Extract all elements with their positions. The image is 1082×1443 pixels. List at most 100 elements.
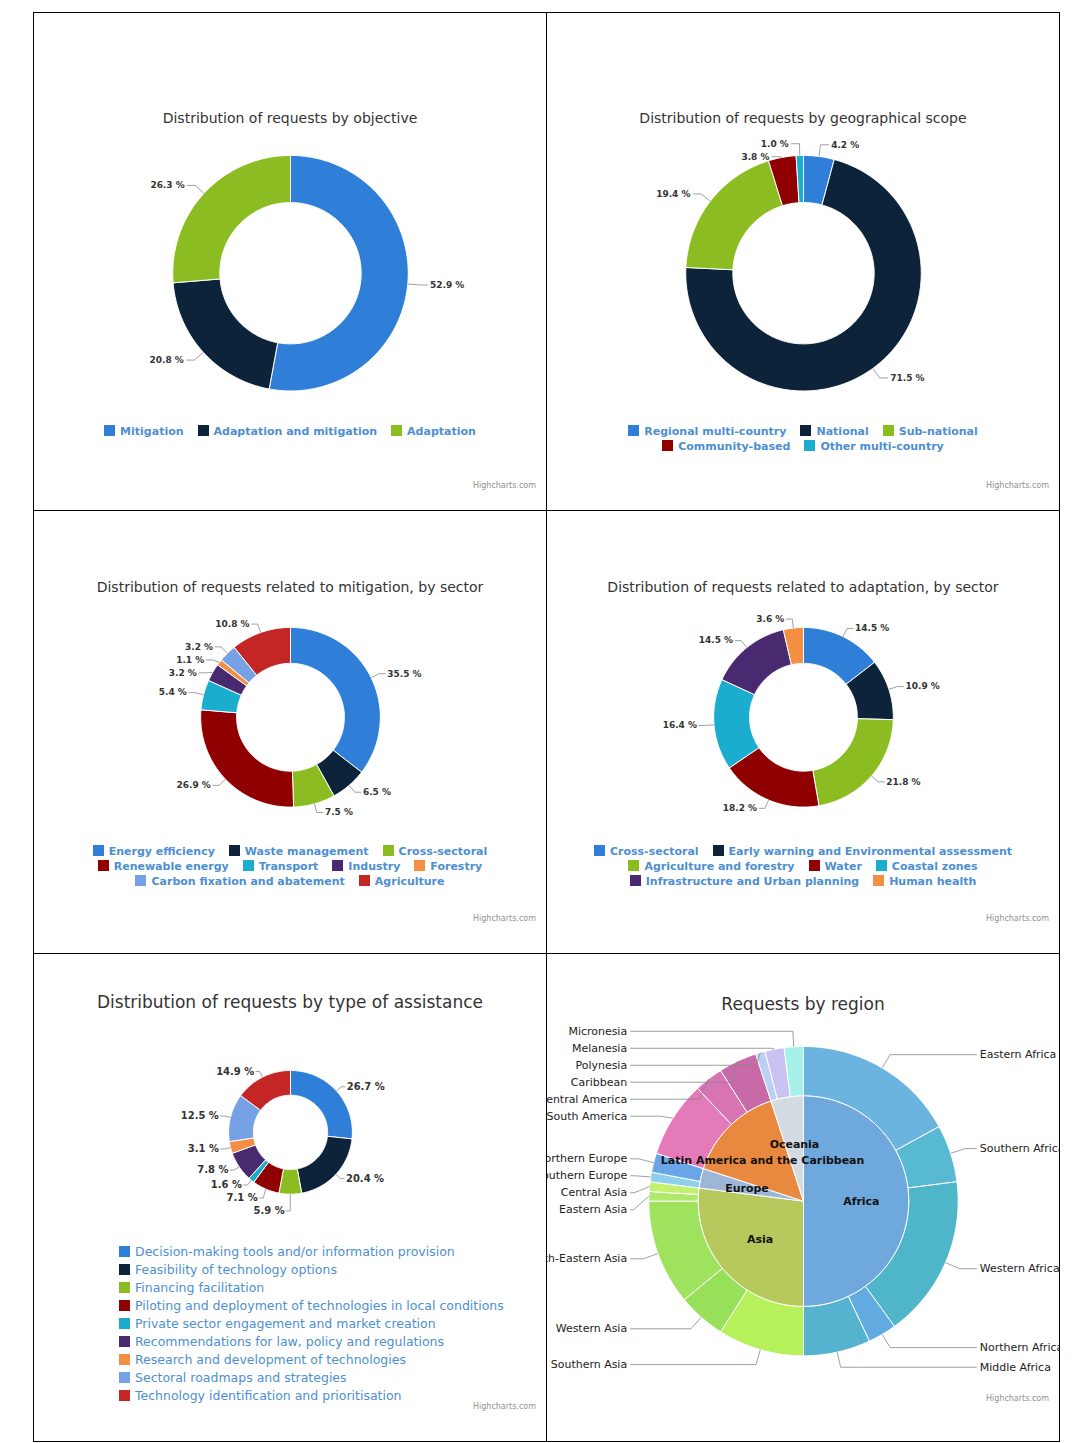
- html-text:Feasibility of technology opti: Feasibility of technology options: [135, 1261, 337, 1277]
- html-text:Highcharts.com: Highcharts.com: [473, 1402, 536, 1411]
- html-text:Decision-making tools and/or i: Decision-making tools and/or information…: [135, 1243, 455, 1259]
- svg-text:Europe: Europe: [725, 1182, 769, 1195]
- svg-text:16.4 %: 16.4 %: [663, 720, 697, 730]
- html-text:Sub-national: Sub-national: [898, 425, 978, 439]
- svg-text:10.8 %: 10.8 %: [215, 619, 249, 629]
- html-text:Waste management: Waste management: [244, 844, 369, 858]
- html-text:Highcharts.com: Highcharts.com: [986, 481, 1049, 490]
- svg-text:Asia: Asia: [747, 1233, 773, 1246]
- html-text:Adaptation: Adaptation: [407, 425, 476, 439]
- svg-text:Southern Europe: Southern Europe: [547, 1169, 627, 1182]
- html-text:Transport: Transport: [258, 859, 319, 873]
- svg-text:12.5 %: 12.5 %: [181, 1110, 219, 1121]
- html-text:Mitigation: Mitigation: [120, 425, 184, 439]
- html-text:Sectoral roadmaps and strategi: Sectoral roadmaps and strategies: [135, 1369, 347, 1385]
- svg-text:20.8 %: 20.8 %: [150, 355, 184, 365]
- html-text:Carbon fixation and abatement: Carbon fixation and abatement: [151, 874, 345, 888]
- svg-text:14.5 %: 14.5 %: [855, 623, 889, 633]
- html-text:Cross-sectoral: Cross-sectoral: [609, 844, 699, 858]
- svg-text:Eastern Africa: Eastern Africa: [980, 1048, 1056, 1061]
- html-text:Community-based: Community-based: [678, 440, 791, 454]
- html-text:Highcharts.com: Highcharts.com: [473, 481, 536, 490]
- html-text:Other multi-country: Other multi-country: [820, 440, 944, 454]
- svg-text:3.1 %: 3.1 %: [188, 1143, 219, 1154]
- svg-text:Eastern Asia: Eastern Asia: [559, 1203, 627, 1216]
- svg-text:19.4 %: 19.4 %: [656, 189, 690, 199]
- html-text:Agriculture: Agriculture: [374, 874, 445, 888]
- svg-text:26.7 %: 26.7 %: [347, 1081, 385, 1092]
- svg-text:7.5 %: 7.5 %: [325, 807, 353, 817]
- svg-text:Western Africa: Western Africa: [980, 1262, 1060, 1275]
- html-text:Distribution of requests relat: Distribution of requests related to adap…: [607, 579, 999, 595]
- html-text:Private sector engagement and: Private sector engagement and market cre…: [135, 1315, 436, 1331]
- html-text:Water: Water: [824, 859, 862, 873]
- svg-text:5.4 %: 5.4 %: [159, 687, 187, 697]
- html-text:Financing facilitation: Financing facilitation: [135, 1279, 265, 1295]
- html-text:Recommendations for law, polic: Recommendations for law, policy and regu…: [135, 1333, 445, 1349]
- html-text:Industry: Industry: [348, 859, 401, 873]
- html-text:Highcharts.com: Highcharts.com: [986, 914, 1049, 923]
- svg-text:Middle Africa: Middle Africa: [980, 1361, 1051, 1374]
- svg-text:21.8 %: 21.8 %: [886, 777, 920, 787]
- svg-text:Micronesia: Micronesia: [568, 1025, 627, 1038]
- svg-text:Melanesia: Melanesia: [572, 1042, 627, 1055]
- svg-text:South America: South America: [547, 1110, 627, 1123]
- html-text:Adaptation and mitigation: Adaptation and mitigation: [213, 425, 378, 439]
- svg-text:26.3 %: 26.3 %: [150, 180, 184, 190]
- html-text:Distribution of requests by ty: Distribution of requests by type of assi…: [97, 992, 483, 1012]
- html-text:Distribution of requests by ob: Distribution of requests by objective: [162, 110, 418, 126]
- svg-text:Central Asia: Central Asia: [561, 1186, 627, 1199]
- html-text:Regional multi-country: Regional multi-country: [644, 425, 787, 439]
- svg-text:18.2 %: 18.2 %: [723, 803, 757, 813]
- svg-text:5.9 %: 5.9 %: [254, 1205, 285, 1216]
- svg-text:3.8 %: 3.8 %: [741, 152, 769, 162]
- svg-text:Southern Africa: Southern Africa: [980, 1142, 1060, 1155]
- svg-text:1.0 %: 1.0 %: [761, 139, 789, 149]
- svg-text:71.5 %: 71.5 %: [890, 373, 924, 383]
- html-text:Forestry: Forestry: [430, 859, 483, 873]
- svg-text:Central America: Central America: [547, 1093, 627, 1106]
- html-text:Agriculture and forestry: Agriculture and forestry: [644, 859, 795, 873]
- html-text:Renewable energy: Renewable energy: [113, 859, 229, 873]
- html-text:Piloting and deployment of tec: Piloting and deployment of technologies …: [135, 1297, 504, 1313]
- svg-text:1.1 %: 1.1 %: [176, 655, 204, 665]
- svg-text:Caribbean: Caribbean: [571, 1076, 627, 1089]
- svg-text:3.2 %: 3.2 %: [169, 668, 197, 678]
- svg-text:Southern Asia: Southern Asia: [551, 1358, 627, 1371]
- svg-text:1.6 %: 1.6 %: [211, 1179, 242, 1190]
- svg-text:Northern Africa: Northern Africa: [980, 1341, 1060, 1354]
- svg-text:Western Asia: Western Asia: [556, 1322, 627, 1335]
- html-text:Highcharts.com: Highcharts.com: [473, 914, 536, 923]
- svg-text:6.5 %: 6.5 %: [363, 787, 391, 797]
- html-text:Distribution of requests by ge: Distribution of requests by geographical…: [639, 110, 967, 126]
- svg-text:Oceania: Oceania: [770, 1138, 820, 1151]
- svg-text:14.9 %: 14.9 %: [216, 1066, 254, 1077]
- html-text:Distribution of requests relat: Distribution of requests related to miti…: [96, 579, 484, 595]
- svg-text:3.2 %: 3.2 %: [185, 642, 213, 652]
- svg-text:14.5 %: 14.5 %: [699, 635, 733, 645]
- svg-text:20.4 %: 20.4 %: [346, 1173, 384, 1184]
- svg-text:4.2 %: 4.2 %: [831, 140, 859, 150]
- html-text:Infrastructure and Urban plann: Infrastructure and Urban planning: [645, 874, 860, 888]
- html-text:Human health: Human health: [889, 874, 977, 888]
- svg-text:Northern Europe: Northern Europe: [547, 1152, 627, 1165]
- svg-text:35.5 %: 35.5 %: [387, 669, 421, 679]
- svg-text:7.8 %: 7.8 %: [197, 1164, 228, 1175]
- html-text:Early warning and Environmenta: Early warning and Environmental assessme…: [728, 844, 1013, 858]
- html-text:Requests by region: Requests by region: [721, 994, 885, 1014]
- html-text:Technology identification and: Technology identification and prioritisa…: [135, 1387, 402, 1403]
- html-text:Research and development of te: Research and development of technologies: [135, 1351, 406, 1367]
- svg-text:7.1 %: 7.1 %: [227, 1192, 258, 1203]
- html-text:Energy efficiency: Energy efficiency: [108, 844, 215, 858]
- svg-text:Polynesia: Polynesia: [575, 1059, 627, 1072]
- html-text:Cross-sectoral: Cross-sectoral: [398, 844, 488, 858]
- svg-text:10.9 %: 10.9 %: [905, 681, 939, 691]
- html-text:National: National: [816, 425, 869, 439]
- svg-text:Africa: Africa: [843, 1195, 879, 1208]
- svg-text:52.9 %: 52.9 %: [430, 280, 464, 290]
- svg-text:3.6 %: 3.6 %: [756, 614, 784, 624]
- svg-text:South-Eastern Asia: South-Eastern Asia: [547, 1252, 627, 1265]
- svg-text:Latin America and the Caribbea: Latin America and the Caribbean: [661, 1154, 864, 1167]
- svg-text:26.9 %: 26.9 %: [177, 780, 211, 790]
- html-text:Coastal zones: Coastal zones: [891, 859, 978, 873]
